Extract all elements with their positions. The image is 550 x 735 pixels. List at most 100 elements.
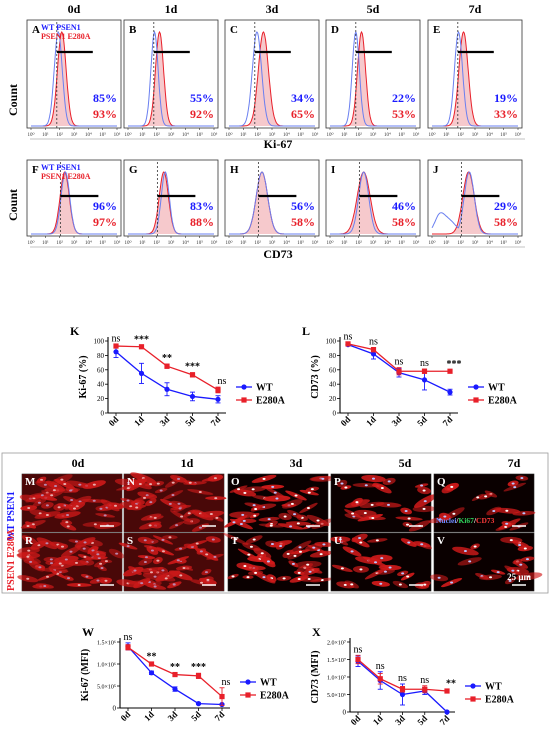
panel-letter: H — [230, 164, 239, 176]
cell-nucleus — [37, 501, 41, 504]
cell-nucleus — [180, 515, 184, 518]
histogram-wt — [330, 30, 416, 127]
panel-letter: Q — [437, 476, 446, 488]
cell-nucleus — [370, 503, 374, 506]
micro-panel-S: S — [116, 532, 225, 592]
y-tick-label: 80 — [329, 352, 337, 360]
cell-nucleus — [29, 560, 33, 563]
cell-nucleus — [290, 502, 294, 505]
cell-nucleus — [205, 553, 209, 556]
axis-tick-label: 10² — [457, 240, 464, 246]
cell-nucleus — [420, 484, 424, 487]
panel-letter: R — [25, 535, 34, 547]
cell-nucleus — [243, 491, 247, 494]
cell-nucleus — [104, 579, 108, 582]
data-point — [195, 701, 202, 707]
cell-nucleus — [69, 550, 73, 553]
legend-marker — [245, 692, 251, 698]
cell-nucleus — [262, 477, 266, 480]
cell-nucleus — [386, 503, 390, 506]
panel-letter: N — [127, 476, 135, 488]
scale-bar-label: 25 μm — [507, 572, 531, 582]
cell-nucleus — [65, 521, 69, 524]
stain-ki67: Ki67 — [459, 516, 475, 525]
cell-nucleus — [282, 577, 286, 580]
x-tick-label: 5d — [415, 414, 429, 428]
significance-label: ns — [344, 331, 353, 342]
cell-nucleus — [372, 477, 376, 480]
cell-nucleus — [38, 566, 42, 569]
cell-nucleus — [266, 560, 270, 563]
cell-nucleus — [179, 574, 183, 577]
chart-panel-letter: X — [312, 625, 321, 639]
axis-tick-label: 10⁰ — [124, 240, 131, 246]
panel-letter: M — [25, 476, 36, 488]
axis-tick-label: 10⁶ — [211, 240, 218, 246]
panel-letter: S — [127, 535, 133, 547]
cell-nucleus — [213, 477, 217, 480]
cell-nucleus — [153, 575, 157, 578]
cell-nucleus — [492, 510, 496, 513]
cell-nucleus — [144, 556, 148, 559]
cell-nucleus — [237, 488, 241, 491]
cell-nucleus — [178, 507, 182, 510]
panel-letter: C — [230, 24, 238, 36]
data-point — [189, 372, 196, 378]
x-tick-label: 7d — [441, 414, 455, 428]
stain-sep: / — [455, 516, 459, 525]
cell-nucleus — [100, 567, 104, 570]
axis-tick-label: 10² — [355, 240, 362, 246]
legend-label: E280A — [485, 695, 515, 706]
cell-nucleus — [198, 490, 202, 493]
cell-nucleus — [148, 524, 152, 527]
cell-nucleus — [161, 538, 165, 541]
legend-label: WT — [488, 383, 505, 394]
y-tick-label: 1.5×10⁷ — [327, 658, 346, 664]
cell-nucleus — [156, 482, 160, 485]
chart-panel-letter: K — [70, 324, 80, 338]
cell-nucleus — [473, 545, 477, 548]
axis-tick-label: 10³ — [472, 240, 479, 246]
cell-nucleus — [204, 571, 208, 574]
stain-nuclei: Nuclei — [436, 516, 456, 525]
cell-nucleus — [251, 488, 255, 491]
axis-tick-label: 10⁰ — [27, 240, 34, 246]
axis-tick-label: 10³ — [370, 240, 377, 246]
cell-nucleus — [215, 516, 219, 519]
x-tick-label: 3d — [390, 414, 404, 428]
chart-panel-letter: W — [82, 625, 94, 639]
cell-nucleus — [450, 581, 454, 584]
cell-nucleus — [525, 558, 529, 561]
cell-nucleus — [364, 484, 368, 487]
cell-nucleus — [45, 513, 49, 516]
cell-nucleus — [308, 570, 312, 573]
axis-tick-label: 10² — [457, 132, 464, 138]
flow-day-headers: 0d 1d 3d 5d 7d — [68, 2, 482, 16]
cell-nucleus — [279, 544, 283, 547]
axis-tick-label: 10⁶ — [114, 132, 121, 138]
cell-nucleus — [358, 536, 362, 539]
significance-label: ** — [446, 678, 456, 689]
cell-nucleus — [31, 523, 35, 526]
histogram-wt — [31, 30, 117, 127]
cell-nucleus — [140, 582, 144, 585]
cell-nucleus — [26, 577, 30, 580]
legend-marker — [470, 683, 476, 689]
y-tick-label: 2.0×10⁷ — [327, 641, 346, 647]
axis-tick-label: 10⁶ — [413, 132, 420, 138]
cell-nucleus — [312, 546, 316, 549]
legend-label: E280A — [260, 691, 290, 702]
x-tick-label: 1d — [132, 414, 146, 428]
cell-nucleus — [113, 504, 117, 507]
cell-nucleus — [380, 557, 384, 560]
cell-nucleus — [96, 579, 100, 582]
cell-nucleus — [383, 570, 387, 573]
x-tick-label: 0d — [349, 713, 363, 727]
legend-marker — [473, 384, 479, 390]
axis-tick-label: 10³ — [71, 240, 78, 246]
y-tick-label: 100 — [326, 338, 337, 346]
axis-tick-label: 10¹ — [139, 240, 146, 246]
y-tick-label: 100 — [94, 338, 105, 346]
